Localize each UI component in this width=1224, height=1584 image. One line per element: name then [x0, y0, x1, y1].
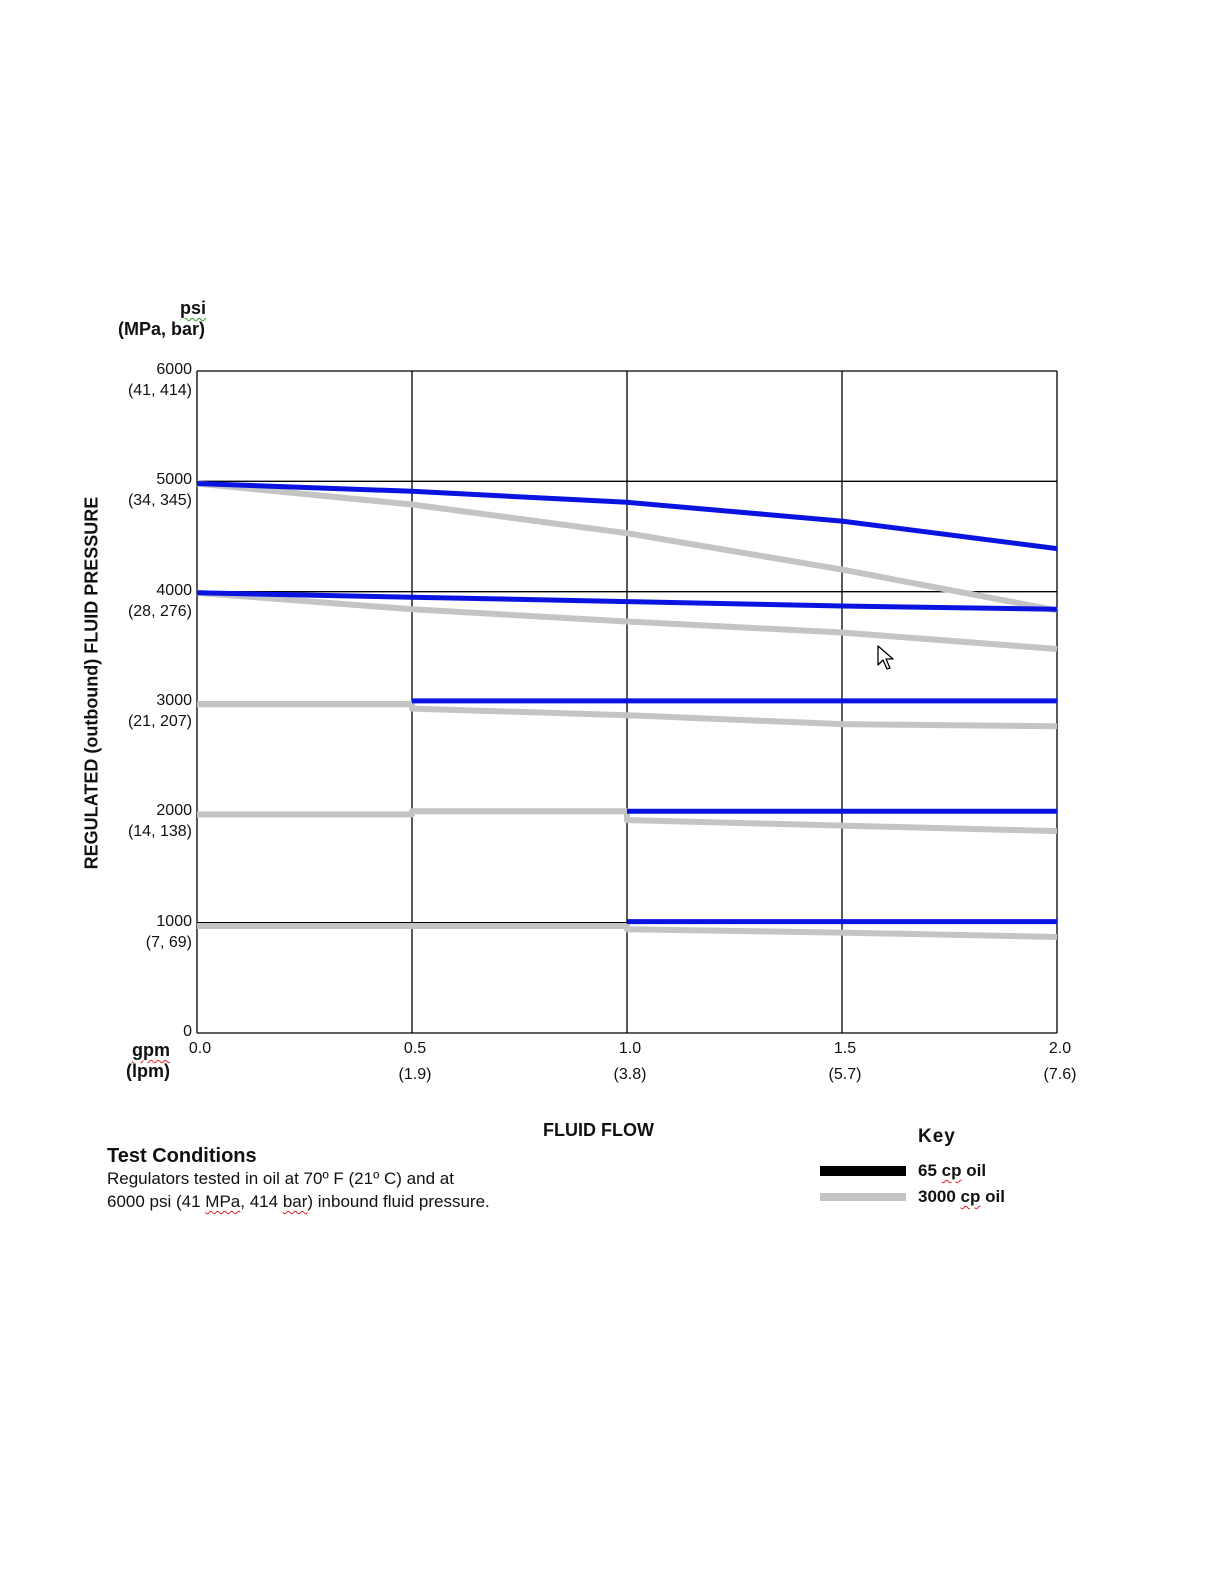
y-tick-value-1: 5000 [156, 471, 192, 489]
test-conditions-line-2: 6000 psi (41 MPa, 414 bar) inbound fluid… [107, 1192, 490, 1211]
x-tick-label-3: 1.5 (5.7) [805, 1036, 885, 1088]
series-line-9-3000cp [197, 923, 1058, 940]
x-tick-metric-3: (5.7) [828, 1066, 862, 1083]
y-tick-label-4: 2000 (14, 138) [72, 800, 192, 842]
x-tick-value-2: 1.0 [618, 1040, 642, 1057]
y-tick-metric-2: (28, 276) [127, 602, 192, 620]
x-tick-metric-2: (3.8) [613, 1066, 647, 1083]
series-line-0-65cp [196, 481, 1058, 552]
y-tick-value-5: 1000 [156, 912, 192, 930]
x-axis-title: FLUID FLOW [543, 1120, 654, 1140]
x-tick-metric-4: (7.6) [1043, 1066, 1077, 1083]
y-tick-value-4: 2000 [156, 802, 192, 820]
y-tick-label-6: 0 [72, 1021, 192, 1042]
x-tick-metric-1: (1.9) [398, 1066, 432, 1083]
key-label-65cp: 65 cp oil [918, 1161, 987, 1180]
y-tick-label-3: 3000 (21, 207) [72, 690, 192, 732]
y-tick-label-0: 6000 (41, 414) [72, 359, 192, 401]
x-unit-secondary: (lpm) [126, 1061, 170, 1081]
series-line-1-3000cp [196, 480, 1058, 614]
y-tick-label-2: 4000 (28, 276) [72, 580, 192, 622]
series-line-5-3000cp [197, 701, 1058, 730]
key-swatch-65cp [820, 1166, 906, 1176]
chart-series [196, 480, 1058, 940]
x-tick-value-1: 0.5 [403, 1040, 427, 1057]
y-tick-metric-1: (34, 345) [127, 492, 192, 510]
y-tick-value-2: 4000 [156, 581, 192, 599]
x-tick-label-2: 1.0 (3.8) [590, 1036, 670, 1088]
y-tick-metric-5: (7, 69) [145, 933, 192, 951]
key-label-3000cp: 3000 cp oil [918, 1187, 1005, 1206]
y-tick-label-5: 1000 (7, 69) [72, 911, 192, 953]
x-tick-value-4: 2.0 [1048, 1040, 1072, 1057]
y-tick-value-3: 3000 [156, 692, 192, 709]
test-conditions-line-1: Regulators tested in oil at 70º F (21º C… [107, 1169, 454, 1188]
y-tick-value-6: 0 [183, 1023, 192, 1040]
y-tick-metric-0: (41, 414) [127, 382, 192, 399]
y-axis-title: REGULATED (outbound) FLUID PRESSURE [81, 496, 102, 870]
mouse-pointer-icon [877, 645, 894, 670]
x-tick-label-4: 2.0 (7.6) [1020, 1036, 1100, 1088]
x-tick-value-3: 1.5 [833, 1040, 857, 1057]
y-tick-value-0: 6000 [156, 361, 192, 378]
series-line-2-65cp [196, 590, 1058, 612]
x-unit-primary: gpm [132, 1040, 170, 1060]
y-tick-label-1: 5000 (34, 345) [72, 469, 192, 511]
x-tick-label-1: 0.5 (1.9) [375, 1036, 455, 1088]
x-tick-label-0: 0.0 [160, 1036, 240, 1062]
key-title: Key [918, 1126, 956, 1147]
series-line-3-3000cp [196, 589, 1058, 652]
y-unit-primary: psi [180, 298, 207, 318]
key-swatch-3000cp [820, 1193, 906, 1201]
y-unit-secondary: (MPa, bar) [118, 319, 206, 339]
test-conditions-title: Test Conditions [107, 1145, 257, 1167]
y-tick-metric-4: (14, 138) [127, 823, 192, 841]
y-tick-metric-3: (21, 207) [127, 713, 192, 730]
x-tick-value-0: 0.0 [188, 1040, 212, 1057]
